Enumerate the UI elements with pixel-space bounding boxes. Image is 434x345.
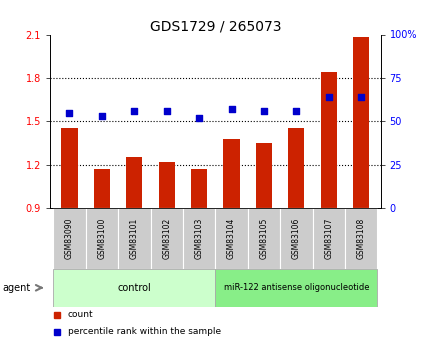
Text: GSM83090: GSM83090 bbox=[65, 218, 74, 259]
Bar bbox=[150, 208, 182, 269]
Bar bbox=[94, 169, 110, 208]
Text: GSM83104: GSM83104 bbox=[227, 218, 236, 259]
Point bbox=[163, 108, 170, 114]
Text: GSM83105: GSM83105 bbox=[259, 218, 268, 259]
Text: agent: agent bbox=[2, 283, 30, 293]
Bar bbox=[344, 208, 377, 269]
Bar bbox=[279, 208, 312, 269]
Bar bbox=[85, 208, 118, 269]
Point bbox=[325, 94, 332, 100]
Point bbox=[227, 106, 234, 112]
Text: miR-122 antisense oligonucleotide: miR-122 antisense oligonucleotide bbox=[223, 283, 368, 292]
Bar bbox=[53, 208, 85, 269]
Bar bbox=[320, 72, 336, 208]
Bar bbox=[255, 143, 271, 208]
Text: GSM83108: GSM83108 bbox=[356, 218, 365, 259]
Text: GSM83106: GSM83106 bbox=[291, 218, 300, 259]
Bar bbox=[182, 208, 215, 269]
Point bbox=[66, 110, 73, 115]
Bar bbox=[352, 37, 368, 208]
Point bbox=[292, 108, 299, 114]
Bar bbox=[247, 208, 279, 269]
Bar bbox=[223, 139, 239, 208]
Text: GSM83102: GSM83102 bbox=[162, 218, 171, 259]
Text: GSM83100: GSM83100 bbox=[97, 218, 106, 259]
Bar bbox=[126, 157, 142, 208]
Point bbox=[98, 113, 105, 119]
Bar bbox=[288, 128, 304, 208]
Bar bbox=[312, 208, 344, 269]
Text: GSM83101: GSM83101 bbox=[129, 218, 138, 259]
Bar bbox=[53, 269, 215, 307]
Bar bbox=[215, 269, 377, 307]
Text: percentile rank within the sample: percentile rank within the sample bbox=[68, 327, 220, 336]
Point bbox=[357, 94, 364, 100]
Bar bbox=[118, 208, 150, 269]
Bar bbox=[61, 128, 77, 208]
Title: GDS1729 / 265073: GDS1729 / 265073 bbox=[149, 19, 280, 33]
Point bbox=[131, 108, 138, 114]
Bar bbox=[215, 208, 247, 269]
Point bbox=[195, 115, 202, 120]
Bar bbox=[158, 162, 174, 208]
Text: GSM83107: GSM83107 bbox=[323, 218, 332, 259]
Point bbox=[260, 108, 267, 114]
Text: GSM83103: GSM83103 bbox=[194, 218, 203, 259]
Text: count: count bbox=[68, 310, 93, 319]
Text: control: control bbox=[117, 283, 151, 293]
Bar bbox=[191, 169, 207, 208]
